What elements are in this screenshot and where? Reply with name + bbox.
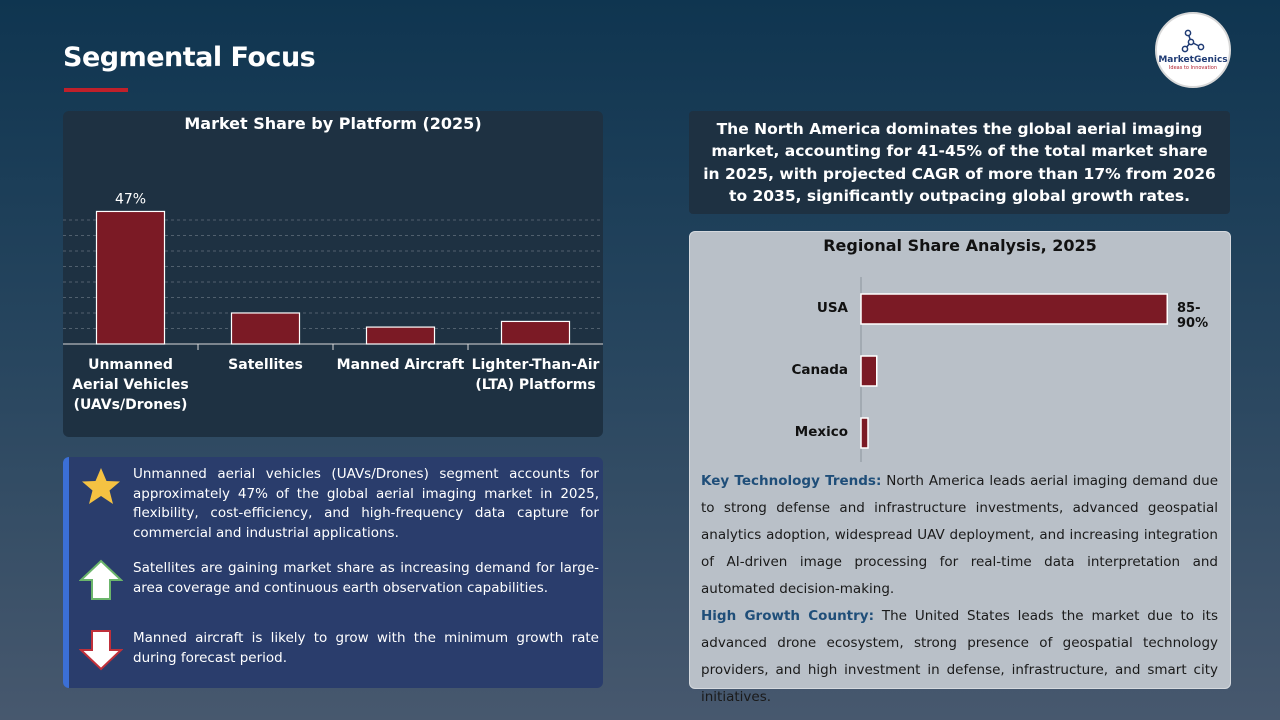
- region-bar-0: [860, 293, 1168, 325]
- insight-item: Satellites are gaining market share as i…: [79, 559, 599, 603]
- growth-text: The United States leads the market due t…: [701, 608, 1218, 705]
- title-underline: [64, 88, 128, 92]
- regional-bar-chart: [860, 277, 1168, 462]
- star-icon: [82, 468, 120, 504]
- bar-0: [95, 210, 166, 345]
- high-growth-country: High Growth Country: The United States l…: [701, 603, 1218, 711]
- category-label-satellites: Satellites: [228, 357, 303, 373]
- brand-logo: MarketGenics Ideas to Innovation: [1155, 12, 1231, 88]
- growth-label: High Growth Country:: [701, 608, 874, 624]
- region-value-usa: 85-90%: [1177, 301, 1209, 331]
- summary-text: The North America dominates the global a…: [703, 119, 1216, 206]
- region-label-canada: Canada: [791, 362, 848, 378]
- bar-1: [230, 312, 301, 345]
- key-technology-trends: Key Technology Trends: North America lea…: [701, 468, 1218, 603]
- trends-text: North America leads aerial imaging deman…: [701, 473, 1219, 597]
- insight-text: Unmanned aerial vehicles (UAVs/Drones) s…: [133, 466, 599, 541]
- logo-tagline: Ideas to Innovation: [1168, 65, 1218, 71]
- regional-panel: Regional Share Analysis, 2025 USA Canada…: [689, 231, 1231, 705]
- region-bar-2: [860, 417, 869, 449]
- region-label-mexico: Mexico: [794, 424, 848, 440]
- arrow-down-icon: [79, 630, 123, 671]
- logo-name: MarketGenics: [1158, 55, 1228, 65]
- insights-panel: Unmanned aerial vehicles (UAVs/Drones) s…: [63, 457, 603, 688]
- trends-label: Key Technology Trends:: [701, 473, 882, 489]
- platform-chart-title: Market Share by Platform (2025): [184, 114, 482, 133]
- platform-chart-panel: Market Share by Platform (2025) 47% Unma…: [63, 111, 603, 437]
- platform-bar-chart: 47%: [63, 191, 603, 350]
- bar-2: [365, 326, 436, 345]
- regional-chart-title: Regional Share Analysis, 2025: [823, 236, 1097, 255]
- insight-text: Manned aircraft is likely to grow with t…: [133, 630, 599, 666]
- data-label-0: 47%: [115, 191, 146, 207]
- category-label-lta: Lighter-Than-Air (LTA) Platforms: [471, 357, 600, 393]
- network-icon: [1181, 29, 1205, 53]
- insight-text: Satellites are gaining market share as i…: [133, 560, 599, 596]
- arrow-up-icon: [79, 559, 123, 600]
- region-bar-1: [860, 355, 878, 387]
- summary-panel: The North America dominates the global a…: [689, 111, 1230, 214]
- insight-item: Unmanned aerial vehicles (UAVs/Drones) s…: [79, 465, 599, 543]
- region-label-usa: USA: [816, 300, 848, 316]
- bar-3: [500, 320, 571, 345]
- category-label-uav: Unmanned Aerial Vehicles (UAVs/Drones): [72, 357, 189, 413]
- page-title: Segmental Focus: [63, 42, 316, 73]
- category-label-manned-aircraft: Manned Aircraft: [336, 357, 465, 373]
- insight-item: Manned aircraft is likely to grow with t…: [79, 629, 599, 673]
